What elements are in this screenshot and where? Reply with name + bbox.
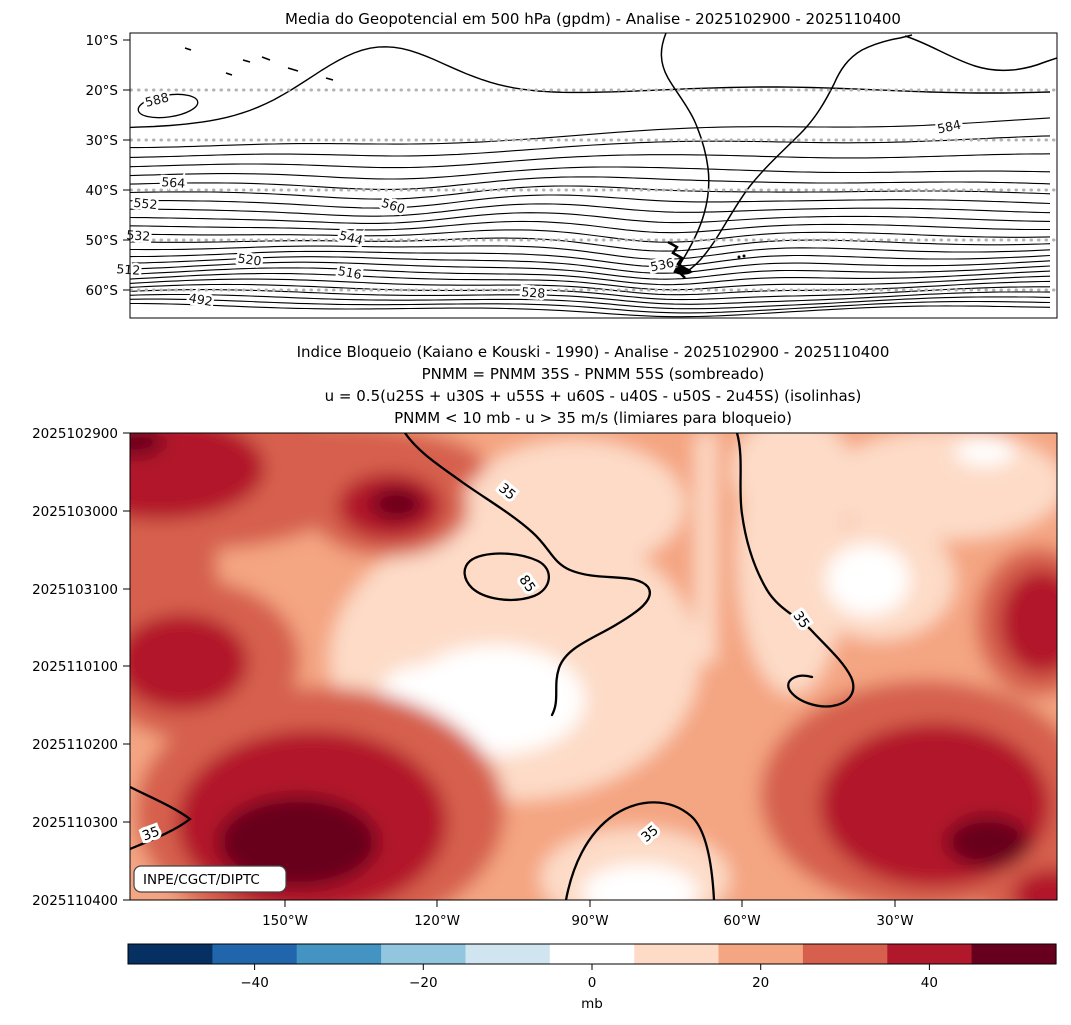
credit-label: INPE/CGCT/DIPTC (143, 872, 260, 888)
credit-box: INPE/CGCT/DIPTC (133, 865, 287, 893)
contour-label: 516 (337, 263, 363, 282)
contour-label: 552 (133, 195, 158, 212)
top-y-tickmarks (123, 39, 130, 291)
contour-label: 528 (521, 284, 546, 301)
contour-label: 544 (338, 227, 365, 247)
south-america-coastline (184, 33, 1057, 279)
colorbar-tick: −40 (240, 975, 269, 991)
colorbar-tick: 0 (588, 975, 597, 991)
xtick-label: 90°W (571, 913, 608, 929)
contour-label: 520 (237, 250, 263, 268)
colorbar-tickmarks (254, 964, 930, 970)
colorbar-tick: 40 (921, 975, 938, 991)
xtick-label: 60°W (723, 913, 760, 929)
xtick-label: 30°W (876, 913, 913, 929)
bottom-tickmarks (123, 432, 896, 907)
closed-high-contour (137, 93, 199, 119)
ytick-label: 60°S (86, 283, 119, 299)
xtick-label: 120°W (414, 913, 460, 929)
bottom-chart-title-block: Indice Bloqueio (Kaiano e Kouski - 1990)… (297, 343, 890, 427)
colorbar-tick: 20 (752, 975, 769, 991)
ytick-label: 50°S (86, 233, 119, 249)
contour-label: 512 (116, 261, 141, 278)
contour-label: 532 (126, 227, 151, 244)
ytick-label: 2025103000 (32, 504, 118, 520)
bottom-chart-subtitle-3: PNMM < 10 mb - u > 35 m/s (limiares para… (394, 409, 792, 427)
geopotential-contours (130, 46, 1051, 318)
geopotential-contour-labels: 588 584 564 552 560 544 532 520 516 512 … (113, 87, 964, 312)
ytick-label: 2025110400 (32, 893, 118, 909)
contour-label: 536 (649, 255, 676, 275)
contour-label: 492 (188, 290, 214, 309)
ytick-label: 2025110300 (32, 815, 118, 831)
bottom-chart-title: Indice Bloqueio (Kaiano e Kouski - 1990)… (297, 343, 890, 361)
xtick-label: 150°W (262, 913, 308, 929)
colorbar-ticklabels: −40 −20 0 20 40 (240, 975, 938, 991)
u-wind-isoline-labels: 35 85 35 35 35 (137, 477, 815, 848)
pacific-islands (184, 47, 334, 81)
ytick-label: 2025110100 (32, 659, 118, 675)
ytick-label: 2025103100 (32, 582, 118, 598)
bottom-chart-subtitle-2: u = 0.5(u25S + u30S + u55S + u60S - u40S… (325, 387, 862, 405)
top-plot-border (129, 32, 1058, 319)
bottom-chart-subtitle-1: PNMM = PNMM 35S - PNMM 55S (sombreado) (422, 365, 765, 383)
contour-label: 588 (144, 89, 171, 109)
bottom-x-ticklabels: 150°W 120°W 90°W 60°W 30°W (262, 913, 914, 929)
u-wind-isolines (130, 433, 855, 900)
ytick-label: 2025110200 (32, 737, 118, 753)
bottom-y-ticklabels: 2025102900 2025103000 2025103100 2025110… (32, 426, 118, 909)
ytick-label: 40°S (86, 183, 119, 199)
colorbar-unit-label: mb (581, 996, 603, 1012)
colorbar-tick: −20 (409, 975, 438, 991)
contour-label: 564 (161, 174, 186, 191)
ytick-label: 20°S (86, 83, 119, 99)
top-y-ticklabels: 10°S 20°S 30°S 40°S 50°S 60°S (86, 33, 119, 299)
contour-label: 584 (936, 117, 963, 137)
blocking-index-shading (130, 433, 1057, 900)
ytick-label: 30°S (86, 133, 119, 149)
top-chart-title: Media do Geopotencial em 500 hPa (gpdm) … (285, 10, 901, 28)
colorbar (128, 944, 1057, 964)
ytick-label: 10°S (86, 33, 119, 49)
ytick-label: 2025102900 (32, 426, 118, 442)
